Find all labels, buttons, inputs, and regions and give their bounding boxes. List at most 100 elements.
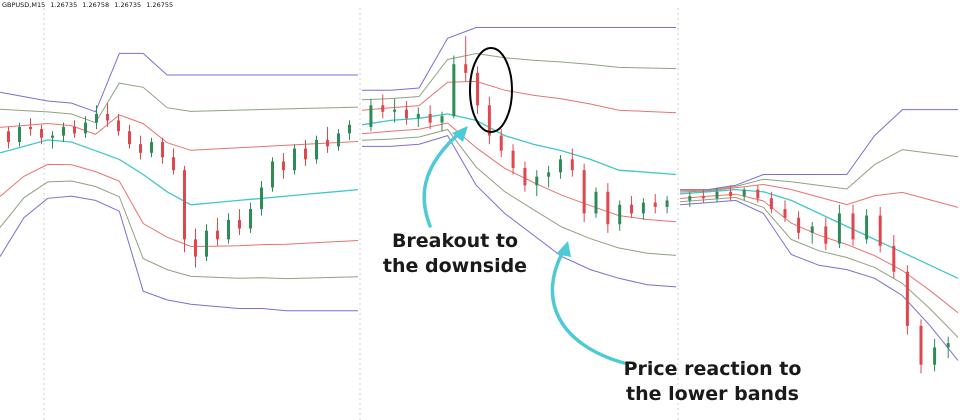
inner-band-upper (0, 114, 359, 151)
candle-body (304, 148, 307, 160)
candle (7, 126, 10, 149)
candle-body (905, 271, 909, 326)
candle-body (62, 126, 65, 136)
candle (865, 209, 869, 244)
candle-body (260, 187, 263, 210)
outer-band-lower (362, 135, 677, 288)
outer-band-lower (0, 195, 358, 312)
candle (641, 198, 645, 220)
candle (29, 118, 32, 136)
candle (84, 116, 87, 138)
candle (381, 94, 385, 119)
candle (582, 163, 586, 223)
candle (783, 200, 787, 223)
candle-body (797, 217, 801, 233)
candle (535, 170, 539, 197)
reaction-arrow (550, 246, 626, 365)
candle-body (29, 126, 32, 130)
candle (260, 180, 263, 216)
candle-body (40, 129, 43, 138)
candle (404, 100, 408, 125)
candle (464, 36, 468, 82)
candle (511, 144, 515, 175)
candle (905, 265, 909, 335)
candle-body (582, 170, 586, 214)
inner-band-upper (361, 80, 677, 114)
candle-body (630, 204, 634, 214)
candle (337, 129, 340, 151)
candle-body (499, 135, 503, 151)
middle-band-upper (0, 82, 359, 124)
candle-body (84, 122, 87, 134)
candle-body (715, 191, 719, 199)
candle-body (742, 189, 746, 197)
candle-body (428, 113, 432, 123)
candle (499, 129, 503, 158)
session-separators (43, 8, 679, 420)
candle-body (487, 105, 491, 136)
breakout-arrow-head (452, 126, 468, 142)
candle-body (919, 325, 923, 365)
candle (701, 189, 705, 203)
candle (139, 135, 142, 160)
candle (487, 96, 491, 145)
candle (117, 113, 120, 136)
candle (106, 103, 109, 127)
candle (558, 155, 562, 179)
outer-band-lower (679, 199, 959, 361)
candle (878, 206, 882, 253)
outer-band-upper (0, 52, 358, 113)
candle-body (73, 126, 76, 134)
candle-body (701, 196, 705, 199)
outer-band-upper (362, 27, 676, 91)
candle-body (523, 168, 527, 186)
candle-body (106, 113, 109, 121)
candle-body (558, 159, 562, 173)
candle-body (128, 131, 131, 145)
candle-body (606, 191, 610, 225)
candle (618, 200, 622, 231)
candle (304, 139, 307, 166)
candle-body (216, 230, 219, 240)
quote-high: 1.26758 (82, 1, 110, 9)
candle-body (293, 148, 296, 171)
candle-body (783, 209, 787, 218)
quote-close: 1.26755 (146, 1, 174, 9)
candle (476, 66, 480, 114)
candle (128, 124, 131, 149)
center-band (361, 113, 677, 176)
candle (742, 187, 746, 201)
candle (665, 196, 669, 214)
inner-band-lower (0, 163, 359, 248)
candle (946, 336, 950, 359)
candle-body (464, 64, 468, 73)
breakout-annotation-line-2: the downside (382, 255, 528, 277)
candle-body (326, 139, 329, 147)
candle (797, 211, 801, 240)
middle-band-upper (679, 149, 959, 192)
candle (756, 185, 760, 203)
candle (892, 235, 896, 279)
reaction-annotation-line-1: Price reaction to (623, 358, 802, 380)
quote-open: 1.26735 (50, 1, 78, 9)
candle-body (594, 191, 598, 214)
candle-body (238, 219, 241, 229)
candle-body (271, 161, 274, 188)
candle (238, 209, 241, 236)
candle (570, 148, 574, 177)
candle-body (369, 105, 373, 127)
candle (194, 228, 197, 268)
candle (440, 111, 444, 132)
candle-body (150, 142, 153, 153)
candle (293, 144, 296, 175)
middle-band-lower (679, 196, 959, 338)
candle-body (404, 109, 408, 119)
quote-low: 1.26735 (114, 1, 142, 9)
candle-body (933, 347, 937, 365)
breakout-annotation: Breakout to the downside (375, 229, 535, 279)
candle (161, 137, 164, 164)
candle (630, 196, 634, 218)
candle (51, 131, 54, 149)
